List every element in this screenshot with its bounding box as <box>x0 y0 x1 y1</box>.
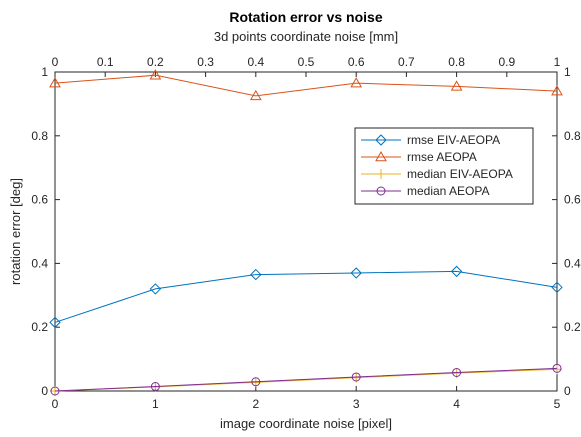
x2-tick-label: 0.5 <box>298 55 315 69</box>
x2-tick-label: 0.2 <box>147 55 164 69</box>
x2-tick-label: 0.8 <box>448 55 465 69</box>
x2-tick-label: 0 <box>52 55 59 69</box>
legend-label: median AEOPA <box>407 184 490 198</box>
legend-entry: median EIV-AEOPA <box>361 167 513 181</box>
legend-label: rmse AEOPA <box>407 150 477 164</box>
x-tick-label: 4 <box>453 397 460 411</box>
x-tick-label: 1 <box>152 397 159 411</box>
data-point <box>251 377 261 387</box>
y-tick-label: 0.4 <box>31 256 48 270</box>
legend-marker <box>375 150 387 162</box>
series-line <box>54 367 558 392</box>
data-point <box>49 316 61 329</box>
legend-marker <box>376 186 386 196</box>
data-point <box>450 265 463 278</box>
x-tick-label: 0 <box>52 397 59 411</box>
series-3 <box>50 363 562 396</box>
y-tick-label: 1 <box>41 65 48 79</box>
x2-tick-label: 0.1 <box>97 55 114 69</box>
legend-marker <box>376 169 386 179</box>
data-point <box>250 268 262 281</box>
data-point <box>351 372 361 382</box>
series-line <box>54 74 558 97</box>
legend-entry: rmse EIV-AEOPA <box>361 133 500 147</box>
x-tick-label: 3 <box>353 397 360 411</box>
data-point <box>350 267 362 279</box>
x2-tick-label: 0.9 <box>498 55 515 69</box>
y-tick-label: 0.6 <box>31 193 48 207</box>
labels-layer: Rotation error vs noise 3d points coordi… <box>8 9 398 431</box>
data-point <box>452 367 462 377</box>
y-right-tick-label: 0.4 <box>564 256 581 270</box>
plot-area-frame <box>54 71 558 392</box>
x-tick-label: 2 <box>252 397 259 411</box>
series-0 <box>49 265 563 329</box>
y-tick-label: 0 <box>41 384 48 398</box>
y-right-tick-label: 0.6 <box>564 193 581 207</box>
data-point <box>350 77 363 88</box>
data-point <box>450 80 463 91</box>
data-point <box>551 85 563 96</box>
legend-label: median EIV-AEOPA <box>407 167 513 181</box>
series-line <box>54 270 558 323</box>
x2-axis-label: 3d points coordinate noise [mm] <box>214 29 398 44</box>
data-point <box>149 283 162 295</box>
x2-tick-label: 0.7 <box>398 55 415 69</box>
y-axis-label: rotation error [deg] <box>8 178 23 285</box>
data-point <box>249 89 262 101</box>
legend: rmse EIV-AEOPA rmse AEOPA median EIV-AEOPA… <box>354 127 534 205</box>
legend-label: rmse EIV-AEOPA <box>407 133 500 147</box>
x-axis-label: image coordinate noise [pixel] <box>220 416 392 431</box>
x2-tick-label: 0.4 <box>247 55 264 69</box>
axes: 0 1 2 3 4 50 0.1 0.2 0.3 0.4 0.5 0.6 0.7 0.8 0.9 10 00.2… <box>31 55 581 411</box>
legend-marker <box>375 134 387 146</box>
x2-tick-label: 1 <box>554 55 561 69</box>
legend-entry: median AEOPA <box>361 184 490 198</box>
data-point <box>149 69 162 80</box>
series-layer <box>49 69 563 396</box>
chart-title: Rotation error vs noise <box>229 9 382 25</box>
legend-entry: rmse AEOPA <box>361 150 477 164</box>
y-tick-label: 0.8 <box>31 129 48 143</box>
y-right-tick-label: 0.2 <box>564 320 581 334</box>
x2-tick-label: 0.6 <box>348 55 365 69</box>
data-point <box>150 382 160 392</box>
data-point <box>551 281 563 294</box>
data-point <box>49 77 61 88</box>
series-1 <box>49 69 563 101</box>
y-right-tick-label: 1 <box>564 65 571 79</box>
x-tick-label: 5 <box>554 397 561 411</box>
data-point <box>50 386 60 396</box>
y-tick-label: 0.2 <box>31 320 48 334</box>
y-right-tick-label: 0.8 <box>564 129 581 143</box>
data-point <box>552 363 562 373</box>
x2-tick-label: 0.3 <box>197 55 214 69</box>
y-right-tick-label: 0 <box>564 384 571 398</box>
